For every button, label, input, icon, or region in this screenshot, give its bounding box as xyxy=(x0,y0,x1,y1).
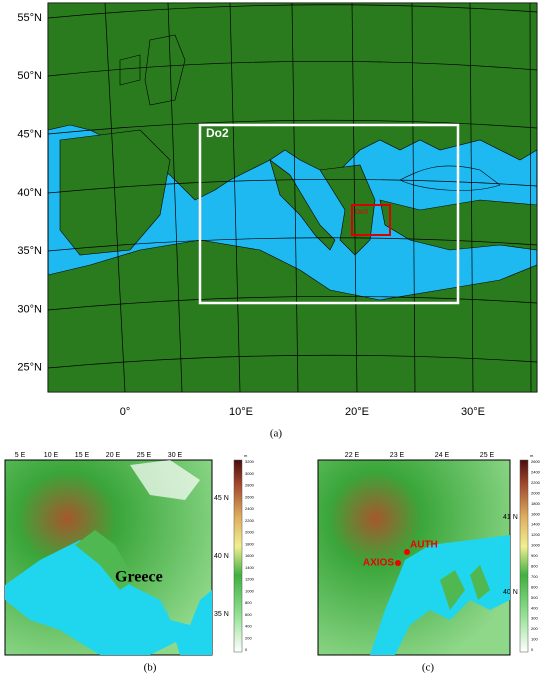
lat-label: 41 N xyxy=(503,514,518,521)
colorbar-label: 2200 xyxy=(531,480,541,485)
panel-b-map xyxy=(4,459,213,656)
colorbar-label: 600 xyxy=(245,612,252,617)
lon-label: 24 E xyxy=(435,452,450,459)
colorbar-label: 3200 xyxy=(245,459,255,464)
colorbar-label: 600 xyxy=(531,584,538,589)
colorbar-label: 100 xyxy=(531,637,538,642)
colorbar-label: 2000 xyxy=(245,530,255,535)
colorbar-label: 2400 xyxy=(531,470,541,475)
lat-label: 40 N xyxy=(503,589,518,596)
domain-label: Do2 xyxy=(206,126,229,140)
lon-label: 22 E xyxy=(345,452,360,459)
lat-label: 40 N xyxy=(214,553,229,560)
colorbar xyxy=(233,459,243,653)
caption: (c) xyxy=(422,662,435,674)
colorbar-label: 1600 xyxy=(531,511,541,516)
colorbar-label: 1800 xyxy=(245,541,255,546)
place-label: Greece xyxy=(115,569,163,586)
lon-label: 23 E xyxy=(390,452,405,459)
panel-a-map xyxy=(47,2,538,393)
colorbar-label: 0 xyxy=(531,647,534,652)
colorbar-label: 2000 xyxy=(531,490,541,495)
caption: (b) xyxy=(144,662,157,674)
lat-label: 35°N xyxy=(17,245,42,257)
colorbar-label: 500 xyxy=(531,595,538,600)
colorbar-label: 400 xyxy=(245,624,252,629)
site-label: AUTH xyxy=(410,540,438,551)
colorbar xyxy=(519,459,529,653)
colorbar-label: 800 xyxy=(531,564,538,569)
colorbar-label: 2800 xyxy=(245,483,255,488)
colorbar-label: 1600 xyxy=(245,553,255,558)
colorbar-label: 3000 xyxy=(245,471,255,476)
lon-label: 30 E xyxy=(168,452,183,459)
colorbar-label: 2600 xyxy=(245,494,255,499)
panel-c-map xyxy=(317,459,511,656)
site-marker xyxy=(404,549,410,555)
lon-label: 30°E xyxy=(461,406,485,418)
colorbar-label: 2600 xyxy=(531,459,541,464)
lat-label: 55°N xyxy=(17,12,42,24)
colorbar-label: 0 xyxy=(245,647,248,652)
lat-label: 45°N xyxy=(17,129,42,141)
lon-label: 25 E xyxy=(480,452,495,459)
colorbar-label: 300 xyxy=(531,616,538,621)
caption: (a) xyxy=(270,428,283,440)
colorbar-label: 1400 xyxy=(245,565,255,570)
colorbar-label: 1000 xyxy=(531,543,541,548)
colorbar-label: 2400 xyxy=(245,506,255,511)
lat-label: 25°N xyxy=(17,362,42,374)
colorbar-label: 200 xyxy=(531,626,538,631)
lon-label: 20°E xyxy=(345,406,369,418)
lon-label: 5 E xyxy=(15,452,26,459)
colorbar-label: 800 xyxy=(245,600,252,605)
lon-label: 10 E xyxy=(44,452,59,459)
lat-label: 35 N xyxy=(214,611,229,618)
colorbar-label: 1200 xyxy=(531,532,541,537)
lon-label: 10°E xyxy=(229,406,253,418)
lat-label: 30°N xyxy=(17,303,42,315)
lat-label: 45 N xyxy=(214,495,229,502)
lon-label: 20 E xyxy=(106,452,121,459)
colorbar-label: 1800 xyxy=(531,501,541,506)
colorbar-label: 200 xyxy=(245,635,252,640)
colorbar-label: 700 xyxy=(531,574,538,579)
colorbar-label: 1200 xyxy=(245,577,255,582)
colorbar-label: 1400 xyxy=(531,522,541,527)
colorbar-unit: m xyxy=(244,453,248,458)
site-marker xyxy=(395,560,401,566)
colorbar-label: 1000 xyxy=(245,588,255,593)
lon-label: 0° xyxy=(120,406,131,418)
domain-label: Do3 xyxy=(355,209,368,216)
lon-label: 15 E xyxy=(75,452,90,459)
colorbar-label: 900 xyxy=(531,553,538,558)
colorbar-label: 2200 xyxy=(245,518,255,523)
lon-label: 25 E xyxy=(137,452,152,459)
colorbar-label: 400 xyxy=(531,605,538,610)
colorbar-unit: m xyxy=(530,453,534,458)
lat-label: 50°N xyxy=(17,70,42,82)
site-label: AXIOS xyxy=(363,558,394,569)
lat-label: 40°N xyxy=(17,187,42,199)
